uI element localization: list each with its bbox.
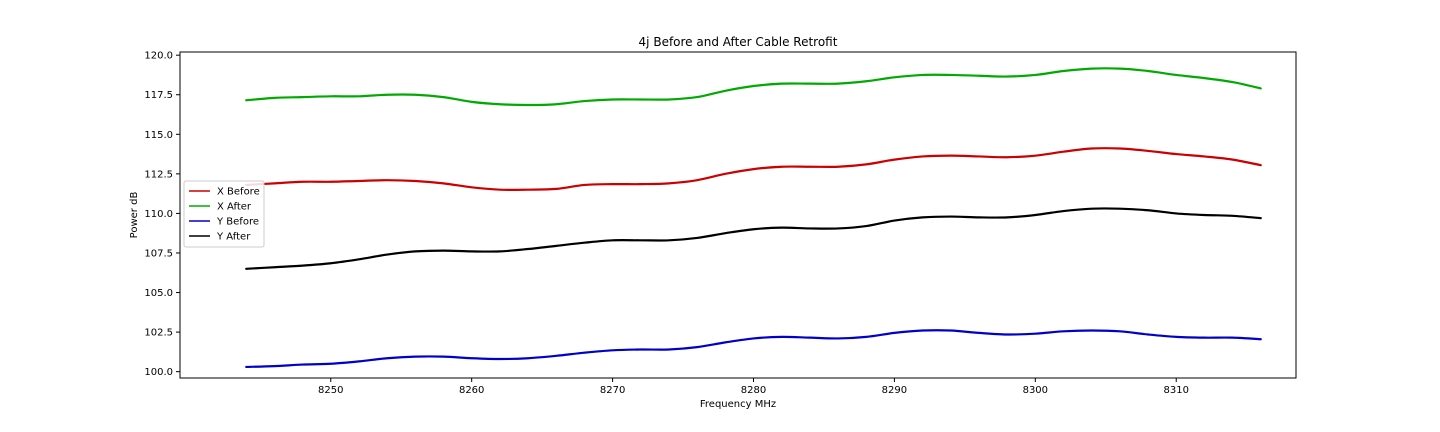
x-tick-label: 8310: [1164, 385, 1189, 396]
chart-title: 4j Before and After Cable Retrofit: [639, 35, 838, 49]
plot-frame: [179, 51, 1297, 379]
legend-label: X After: [217, 202, 252, 213]
x-axis-label: Frequency MHz: [700, 399, 776, 410]
x-axis: 8250 8260 8270 8280 8290 8300 8310: [318, 378, 1189, 396]
legend-label: X Before: [217, 187, 260, 198]
series-line-x-before: [245, 147, 1262, 191]
y-tick-label: 112.5: [144, 169, 173, 180]
series-line-x-after: [245, 67, 1262, 107]
y-tick-label: 100.0: [144, 367, 173, 378]
legend: X Before X After Y Before Y After: [183, 180, 265, 248]
y-axis: 100.0 102.5 105.0 107.5 110.0 112.5 115.0 117.5…: [144, 51, 180, 378]
y-tick-label: 117.5: [144, 90, 173, 101]
x-tick-label: 8280: [741, 385, 766, 396]
plot-area: [245, 67, 1262, 369]
series-line-y-before: [245, 329, 1262, 369]
y-tick-label: 120.0: [144, 51, 173, 62]
y-tick-label: 110.0: [144, 209, 173, 220]
x-tick-label: 8300: [1023, 385, 1048, 396]
x-tick-label: 8250: [318, 385, 343, 396]
y-tick-label: 105.0: [144, 288, 173, 299]
y-tick-label: 107.5: [144, 248, 173, 259]
legend-label: Y Before: [216, 217, 259, 228]
y-axis-label: Power dB: [129, 192, 140, 239]
legend-label: Y After: [216, 232, 251, 243]
x-tick-label: 8290: [882, 385, 907, 396]
y-tick-label: 115.0: [144, 130, 173, 141]
legend-box: [183, 180, 265, 248]
y-tick-label: 102.5: [144, 328, 173, 339]
x-tick-label: 8260: [459, 385, 484, 396]
x-tick-label: 8270: [600, 385, 625, 396]
series-line-y-after: [245, 207, 1262, 270]
